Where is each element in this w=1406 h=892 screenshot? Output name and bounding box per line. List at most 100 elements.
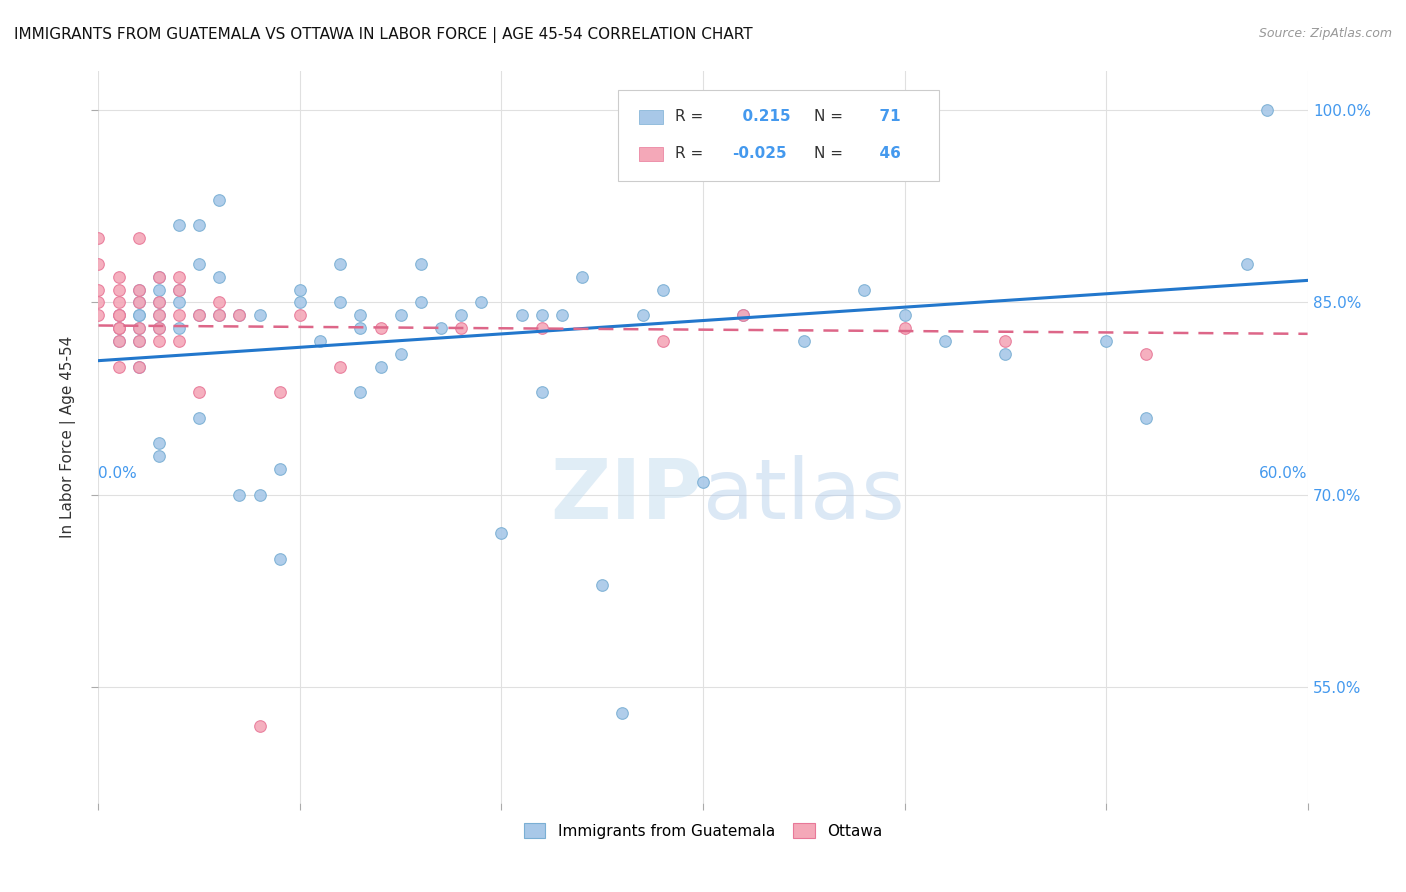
Point bbox=[269, 552, 291, 566]
Point bbox=[107, 283, 129, 297]
Point bbox=[148, 308, 170, 322]
Text: N =: N = bbox=[814, 110, 844, 124]
Point bbox=[167, 283, 190, 297]
Point bbox=[934, 334, 956, 348]
Text: atlas: atlas bbox=[703, 455, 904, 536]
Point bbox=[1236, 257, 1258, 271]
Point bbox=[107, 308, 129, 322]
Point bbox=[288, 308, 311, 322]
Point bbox=[228, 308, 250, 322]
Point bbox=[87, 231, 110, 245]
Point bbox=[409, 257, 432, 271]
Point bbox=[148, 295, 170, 310]
Point bbox=[651, 283, 673, 297]
Text: -0.025: -0.025 bbox=[733, 146, 786, 161]
Point bbox=[188, 257, 211, 271]
Point bbox=[571, 269, 593, 284]
Point bbox=[128, 283, 150, 297]
Point bbox=[87, 283, 110, 297]
Point bbox=[128, 308, 150, 322]
Point bbox=[167, 219, 190, 233]
Point bbox=[329, 359, 352, 374]
Point bbox=[107, 334, 129, 348]
Point bbox=[188, 410, 211, 425]
Point bbox=[389, 308, 412, 322]
Point bbox=[530, 321, 553, 335]
Point bbox=[692, 475, 714, 489]
Point bbox=[107, 334, 129, 348]
Point bbox=[853, 283, 876, 297]
Point bbox=[733, 308, 755, 322]
Point bbox=[551, 308, 574, 322]
Point bbox=[1095, 334, 1118, 348]
Point bbox=[128, 295, 150, 310]
Point bbox=[148, 321, 170, 335]
Point bbox=[148, 269, 170, 284]
Point bbox=[107, 321, 129, 335]
Point bbox=[269, 385, 291, 400]
Point bbox=[208, 308, 231, 322]
Text: IMMIGRANTS FROM GUATEMALA VS OTTAWA IN LABOR FORCE | AGE 45-54 CORRELATION CHART: IMMIGRANTS FROM GUATEMALA VS OTTAWA IN L… bbox=[14, 27, 752, 43]
Point bbox=[208, 308, 231, 322]
Point bbox=[893, 321, 915, 335]
Text: 46: 46 bbox=[869, 146, 900, 161]
Point bbox=[430, 321, 453, 335]
Point bbox=[107, 321, 129, 335]
Point bbox=[249, 719, 271, 733]
Point bbox=[188, 385, 211, 400]
Point bbox=[128, 334, 150, 348]
Point bbox=[188, 308, 211, 322]
Point bbox=[167, 269, 190, 284]
Text: 60.0%: 60.0% bbox=[1260, 467, 1308, 482]
Point bbox=[107, 295, 129, 310]
Point bbox=[269, 462, 291, 476]
Legend: Immigrants from Guatemala, Ottawa: Immigrants from Guatemala, Ottawa bbox=[516, 815, 890, 847]
Point bbox=[87, 308, 110, 322]
Text: R =: R = bbox=[675, 110, 703, 124]
Point bbox=[228, 308, 250, 322]
Point bbox=[288, 295, 311, 310]
Point bbox=[128, 308, 150, 322]
Point bbox=[167, 295, 190, 310]
Point bbox=[349, 321, 371, 335]
Point bbox=[128, 283, 150, 297]
Point bbox=[651, 334, 673, 348]
Point bbox=[994, 334, 1017, 348]
Point bbox=[128, 321, 150, 335]
Point bbox=[793, 334, 815, 348]
Point bbox=[128, 359, 150, 374]
Point bbox=[167, 283, 190, 297]
Point bbox=[167, 308, 190, 322]
Point bbox=[612, 706, 634, 720]
Point bbox=[349, 308, 371, 322]
Point bbox=[510, 308, 533, 322]
Text: N =: N = bbox=[814, 146, 844, 161]
Point bbox=[148, 283, 170, 297]
Point bbox=[591, 577, 613, 591]
Point bbox=[128, 334, 150, 348]
Point bbox=[148, 321, 170, 335]
Point bbox=[1256, 103, 1278, 117]
Point bbox=[128, 231, 150, 245]
Point bbox=[389, 346, 412, 360]
Text: R =: R = bbox=[675, 146, 703, 161]
Point bbox=[208, 269, 231, 284]
Point bbox=[329, 295, 352, 310]
Point bbox=[450, 321, 472, 335]
Point bbox=[249, 488, 271, 502]
Point bbox=[128, 295, 150, 310]
Point bbox=[107, 308, 129, 322]
Point bbox=[470, 295, 492, 310]
FancyBboxPatch shape bbox=[638, 110, 664, 124]
Point bbox=[329, 257, 352, 271]
Point bbox=[188, 219, 211, 233]
Point bbox=[148, 295, 170, 310]
Point bbox=[893, 308, 915, 322]
Point bbox=[87, 257, 110, 271]
Point bbox=[370, 321, 392, 335]
Point bbox=[631, 308, 654, 322]
Point bbox=[107, 308, 129, 322]
Point bbox=[530, 385, 553, 400]
Point bbox=[288, 283, 311, 297]
Point bbox=[107, 321, 129, 335]
